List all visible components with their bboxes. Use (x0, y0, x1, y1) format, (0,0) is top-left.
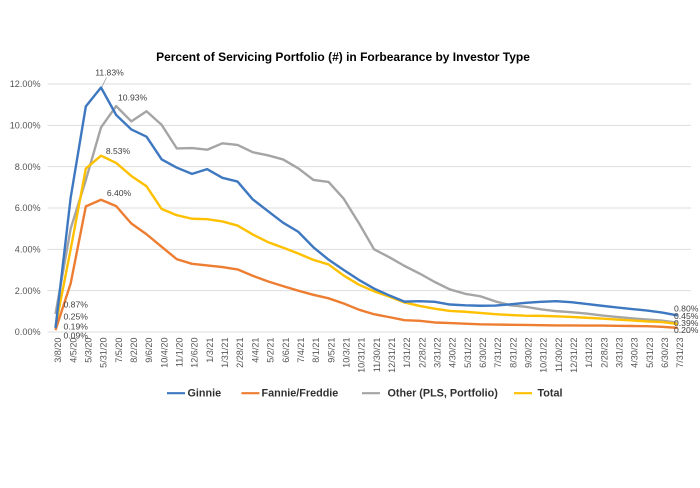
svg-text:Other (PLS, Portfolio): Other (PLS, Portfolio) (388, 388, 499, 400)
svg-text:11/30/21: 11/30/21 (372, 338, 382, 373)
svg-text:10/3/21: 10/3/21 (341, 338, 351, 368)
svg-text:7/31/22: 7/31/22 (493, 338, 503, 368)
svg-text:12/31/21: 12/31/21 (387, 338, 397, 373)
svg-text:0.87%: 0.87% (64, 299, 89, 309)
svg-text:12/31/22: 12/31/22 (569, 338, 579, 373)
svg-text:0.19%: 0.19% (64, 321, 89, 331)
svg-text:4/4/21: 4/4/21 (250, 338, 260, 363)
svg-text:Total: Total (538, 388, 563, 400)
svg-text:8.00%: 8.00% (15, 162, 41, 172)
svg-text:6.40%: 6.40% (107, 188, 132, 198)
svg-text:5/3/20: 5/3/20 (84, 338, 94, 363)
svg-text:10.93%: 10.93% (118, 92, 148, 102)
svg-text:6/30/22: 6/30/22 (478, 338, 488, 368)
svg-text:1/31/22: 1/31/22 (402, 338, 412, 368)
svg-text:9/6/20: 9/6/20 (144, 338, 154, 363)
svg-text:4/5/20: 4/5/20 (68, 338, 78, 363)
svg-text:11/30/22: 11/30/22 (554, 338, 564, 373)
svg-text:1/31/21: 1/31/21 (220, 338, 230, 368)
svg-text:Fannie/Freddie: Fannie/Freddie (262, 388, 339, 400)
svg-text:6/6/21: 6/6/21 (281, 338, 291, 363)
svg-text:2.00%: 2.00% (15, 286, 41, 296)
svg-text:5/31/23: 5/31/23 (645, 338, 655, 368)
svg-text:0.20%: 0.20% (674, 325, 699, 335)
svg-text:12.00%: 12.00% (10, 79, 41, 89)
svg-text:5/2/21: 5/2/21 (266, 338, 276, 363)
svg-text:0.00%: 0.00% (15, 327, 41, 337)
svg-text:10/31/22: 10/31/22 (539, 338, 549, 373)
svg-text:3/31/22: 3/31/22 (432, 338, 442, 368)
svg-text:6/30/23: 6/30/23 (660, 338, 670, 368)
svg-text:0.80%: 0.80% (674, 304, 699, 314)
svg-text:8/1/21: 8/1/21 (311, 338, 321, 363)
svg-text:5/31/20: 5/31/20 (99, 338, 109, 368)
svg-text:8.53%: 8.53% (106, 146, 131, 156)
svg-text:0.09%: 0.09% (64, 330, 89, 340)
svg-text:11.83%: 11.83% (95, 68, 124, 78)
svg-text:7/4/21: 7/4/21 (296, 338, 306, 363)
svg-text:9/30/22: 9/30/22 (523, 338, 533, 368)
svg-text:10/31/21: 10/31/21 (357, 338, 367, 373)
svg-text:10.00%: 10.00% (10, 121, 41, 131)
svg-text:0.25%: 0.25% (64, 312, 89, 322)
svg-text:8/2/20: 8/2/20 (129, 338, 139, 363)
svg-text:Ginnie: Ginnie (188, 388, 222, 400)
svg-text:9/5/21: 9/5/21 (326, 338, 336, 363)
svg-text:8/31/22: 8/31/22 (508, 338, 518, 368)
svg-text:3/31/23: 3/31/23 (614, 338, 624, 368)
svg-text:0.39%: 0.39% (674, 318, 699, 328)
svg-text:6.00%: 6.00% (15, 203, 41, 213)
svg-text:2/28/21: 2/28/21 (235, 338, 245, 368)
svg-text:7/5/20: 7/5/20 (114, 338, 124, 363)
svg-text:Percent of Servicing Portfolio: Percent of Servicing Portfolio (#) in Fo… (156, 50, 530, 64)
svg-text:12/6/20: 12/6/20 (190, 338, 200, 368)
svg-text:5/31/22: 5/31/22 (463, 338, 473, 368)
svg-text:1/3/21: 1/3/21 (205, 338, 215, 363)
svg-text:7/31/23: 7/31/23 (675, 338, 685, 368)
svg-text:4/30/22: 4/30/22 (448, 338, 458, 368)
svg-text:0.45%: 0.45% (674, 311, 699, 321)
svg-text:1/31/23: 1/31/23 (584, 338, 594, 368)
svg-text:2/28/23: 2/28/23 (599, 338, 609, 368)
svg-text:4.00%: 4.00% (15, 245, 41, 255)
svg-text:3/8/20: 3/8/20 (53, 338, 63, 363)
svg-text:2/28/22: 2/28/22 (417, 338, 427, 368)
svg-text:10/4/20: 10/4/20 (159, 338, 169, 368)
svg-text:4/30/23: 4/30/23 (630, 338, 640, 368)
svg-text:11/1/20: 11/1/20 (175, 338, 185, 368)
